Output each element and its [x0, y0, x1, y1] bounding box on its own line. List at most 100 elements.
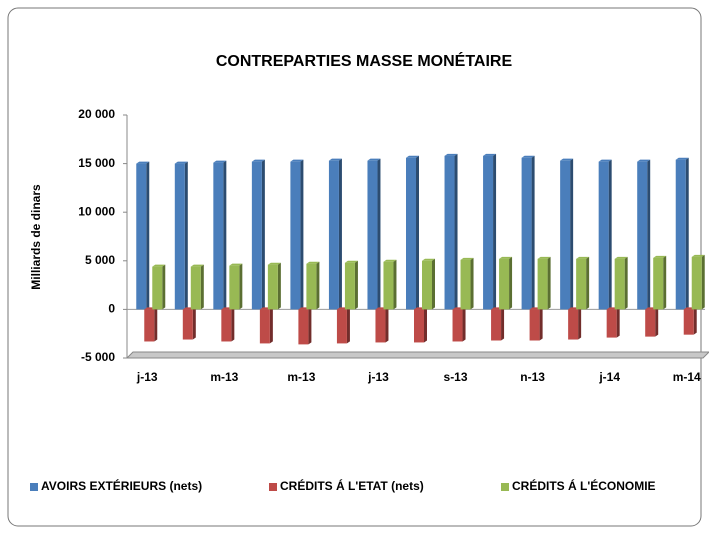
bar	[483, 155, 494, 310]
bar	[691, 256, 702, 310]
bar-side	[685, 157, 689, 310]
bar-side	[586, 256, 590, 310]
bar-side	[663, 255, 667, 310]
bar-side	[424, 307, 427, 343]
legend-label: AVOIRS EXTÉRIEURS (nets)	[41, 478, 202, 493]
bar-top	[152, 264, 166, 267]
x-tick-label: s-13	[444, 370, 468, 384]
bar-side	[346, 307, 350, 344]
y-tick-label: 15 000	[78, 156, 115, 170]
bar-side	[184, 161, 188, 310]
bar	[298, 309, 309, 345]
bar-top	[598, 159, 612, 162]
bar	[383, 261, 394, 310]
y-tick-label: 0	[108, 302, 115, 316]
bar	[336, 309, 347, 344]
y-tick-label: 5 000	[85, 253, 115, 267]
bar-side	[655, 307, 659, 337]
bar-side	[462, 307, 466, 342]
bar-top	[174, 161, 188, 164]
bar-side	[385, 307, 389, 343]
bar-side	[338, 158, 342, 310]
bar	[683, 309, 694, 335]
bar-top	[483, 153, 497, 156]
bar-top	[383, 259, 397, 262]
bar-top	[521, 155, 535, 158]
bar	[645, 309, 656, 337]
bar-side	[454, 153, 458, 310]
bar-side	[470, 257, 474, 310]
bar-top	[190, 264, 204, 267]
x-tick-label: j-13	[367, 370, 389, 384]
bar-side	[501, 307, 505, 341]
bar-top	[136, 161, 150, 164]
bar-top	[560, 158, 574, 161]
bar-side	[154, 307, 158, 342]
bar	[136, 163, 147, 310]
y-tick-label: -5 000	[81, 350, 115, 364]
bar-top	[460, 257, 474, 260]
bar	[251, 161, 262, 310]
bar-side	[509, 256, 513, 310]
bar-top	[637, 159, 651, 162]
bar-top	[344, 260, 358, 263]
bar-top	[653, 255, 667, 258]
bar-top	[328, 158, 342, 161]
bar	[637, 161, 648, 310]
bar-side	[261, 159, 265, 310]
bar-side	[300, 159, 304, 310]
legend-swatch	[30, 483, 38, 491]
bar	[406, 157, 416, 310]
bar-side	[146, 161, 150, 310]
bar-side	[647, 159, 651, 310]
bar	[568, 309, 579, 340]
bar	[267, 264, 278, 310]
bar-side	[393, 259, 397, 310]
bar	[460, 259, 471, 310]
bar-top	[306, 261, 320, 264]
bar	[290, 161, 301, 310]
bar-top	[576, 256, 590, 259]
bar	[414, 309, 424, 343]
bar	[529, 309, 540, 341]
bar	[499, 258, 510, 310]
bar	[444, 155, 455, 310]
bar-top	[229, 263, 243, 266]
x-tick-label: j-13	[136, 370, 158, 384]
y-axis-label: Milliards de dinars	[29, 184, 43, 290]
bar-side	[432, 258, 435, 310]
bar	[174, 163, 185, 310]
bar-side	[570, 158, 574, 310]
legend-label: CRÉDITS Á L'ÉCONOMIE	[512, 478, 656, 493]
bar-side	[269, 307, 273, 344]
y-tick-label: 10 000	[78, 204, 115, 218]
bar-side	[354, 260, 358, 310]
bar-top	[499, 256, 513, 259]
bar-side	[531, 155, 535, 310]
bar-top	[422, 258, 435, 261]
bar	[152, 266, 163, 310]
bar	[328, 160, 339, 310]
y-tick-label: 20 000	[78, 107, 115, 121]
bar	[576, 258, 587, 310]
bar	[537, 258, 548, 310]
x-tick-label: m-13	[210, 370, 238, 384]
bar-top	[675, 157, 689, 160]
bar	[606, 309, 617, 338]
bar-side	[493, 153, 497, 310]
bar	[422, 260, 432, 310]
bar	[144, 309, 155, 342]
bar-top	[691, 254, 705, 257]
bar-side	[277, 262, 281, 310]
legend-label: CRÉDITS Á L'ETAT (nets)	[280, 478, 424, 493]
bar-side	[608, 159, 612, 310]
legend-swatch	[269, 483, 277, 491]
bar	[521, 157, 532, 310]
bar-side	[693, 307, 697, 335]
bar-side	[223, 160, 227, 310]
bar-top	[251, 159, 265, 162]
bar	[182, 309, 193, 340]
bar-side	[701, 254, 705, 310]
bar	[229, 265, 240, 310]
